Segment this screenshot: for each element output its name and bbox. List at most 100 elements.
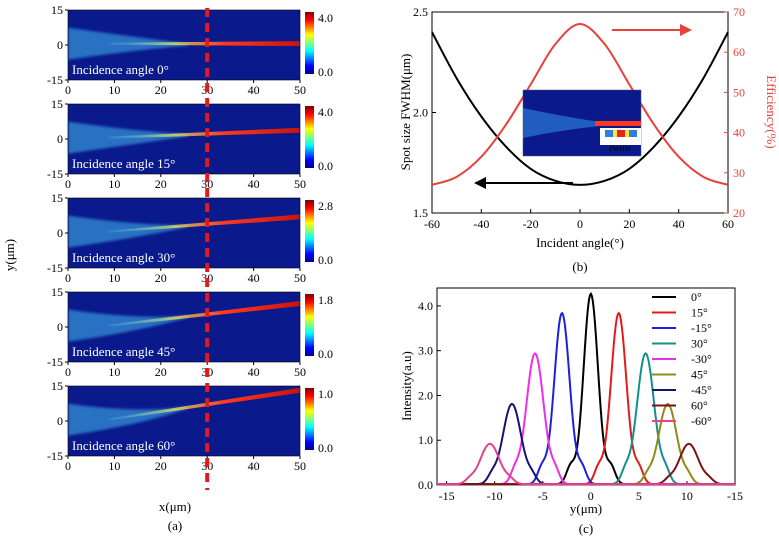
legend-label: 15° bbox=[691, 306, 708, 320]
x-tick-label: 20 bbox=[155, 83, 167, 97]
y-right-tick-label: 20 bbox=[733, 206, 745, 220]
panel-a-ylabel: y(μm) bbox=[2, 239, 17, 271]
panel-c-xlabel: y(μm) bbox=[570, 501, 602, 516]
colorbar-min: 0.0 bbox=[318, 65, 333, 79]
legend-label: -15° bbox=[691, 321, 712, 335]
legend-label: -30° bbox=[691, 352, 712, 366]
y-right-tick-label: 70 bbox=[733, 5, 745, 19]
arrow-left-axis bbox=[474, 177, 573, 189]
colorbar bbox=[305, 200, 314, 262]
y-tick-label: 15 bbox=[51, 97, 63, 111]
colorbar bbox=[305, 12, 314, 74]
x-tick-label: -15 bbox=[727, 489, 743, 503]
legend-label: 45° bbox=[691, 368, 708, 382]
y-tick-label: 3.0 bbox=[418, 344, 433, 358]
x-tick-label: -15 bbox=[439, 489, 455, 503]
subplot-label: Incidence angle 30° bbox=[72, 250, 175, 265]
legend-label: -45° bbox=[691, 383, 712, 397]
x-tick-label: 50 bbox=[294, 83, 306, 97]
x-tick-label: 0 bbox=[65, 83, 71, 97]
x-tick-label: 50 bbox=[294, 365, 306, 379]
field-beam bbox=[108, 301, 300, 327]
x-tick-label: 30 bbox=[201, 177, 213, 191]
y-tick-label: -15 bbox=[47, 449, 63, 463]
x-tick-label: -10 bbox=[487, 489, 503, 503]
intensity-curve bbox=[437, 442, 735, 486]
x-tick-label: 10 bbox=[108, 365, 120, 379]
x-tick-label: -20 bbox=[523, 217, 539, 231]
legend-label: -60° bbox=[691, 414, 712, 428]
fwhm-curve bbox=[431, 31, 729, 186]
panel-a-caption: (a) bbox=[168, 518, 182, 533]
x-tick-label: 40 bbox=[248, 365, 260, 379]
y-tick-label: 0 bbox=[57, 38, 63, 52]
subplot-label: Incidence angle 60° bbox=[72, 438, 175, 453]
legend-label: 30° bbox=[691, 337, 708, 351]
colorbar bbox=[305, 106, 314, 168]
y-tick-label: 0 bbox=[57, 414, 63, 428]
x-tick-label: 0 bbox=[65, 459, 71, 473]
subplot-label: Incidence angle 0° bbox=[72, 62, 169, 77]
field-beam bbox=[108, 214, 300, 233]
x-tick-label: 5 bbox=[636, 489, 642, 503]
x-tick-label: 50 bbox=[294, 177, 306, 191]
x-tick-label: 40 bbox=[248, 83, 260, 97]
y-tick-label: 0.0 bbox=[418, 478, 433, 492]
x-tick-label: -40 bbox=[473, 217, 489, 231]
x-tick-label: 0 bbox=[65, 177, 71, 191]
x-tick-label: 10 bbox=[681, 489, 693, 503]
x-tick-label: 0 bbox=[65, 365, 71, 379]
y-tick-label: 2.0 bbox=[413, 106, 428, 120]
colorbar-max: 4.0 bbox=[318, 105, 333, 119]
panel-b-caption: (b) bbox=[572, 259, 587, 274]
x-tick-label: 10 bbox=[108, 459, 120, 473]
panel-b-inset: FWHM bbox=[522, 89, 642, 157]
field-beam bbox=[108, 41, 300, 47]
field-input-fan bbox=[68, 309, 188, 342]
field-beam bbox=[108, 127, 300, 139]
colorbar-max: 1.0 bbox=[318, 387, 333, 401]
x-tick-label: 20 bbox=[155, 271, 167, 285]
intensity-curve bbox=[437, 442, 735, 486]
inset-fwhm-label: FWHM bbox=[609, 145, 632, 153]
panel-c: -15 -10 -5 0 5 10 -15 0.0 1.0 2.0 3.0 4.0 0° 15°-15°… bbox=[399, 287, 743, 536]
x-tick-label: 20 bbox=[155, 177, 167, 191]
colorbar-min: 0.0 bbox=[318, 253, 333, 267]
panel-a-xlabel: x(μm) bbox=[159, 499, 191, 514]
subplot-label: Incidence angle 15° bbox=[72, 156, 175, 171]
panel-b: -60 -40 -20 0 20 40 60 1.5 2.0 2.5 20 30 40 50 60 70 FW… bbox=[398, 5, 779, 274]
y-tick-label: 0 bbox=[57, 320, 63, 334]
y-tick-label: 0 bbox=[57, 226, 63, 240]
x-tick-label: 50 bbox=[294, 459, 306, 473]
y-right-tick-label: 50 bbox=[733, 85, 745, 99]
y-tick-label: 15 bbox=[51, 285, 63, 299]
colorbar-max: 4.0 bbox=[318, 11, 333, 25]
y-tick-label: -15 bbox=[47, 261, 63, 275]
y-tick-label: 15 bbox=[51, 379, 63, 393]
x-tick-label: 10 bbox=[108, 83, 120, 97]
y-tick-label: 1.5 bbox=[413, 206, 428, 220]
panel-c-ylabel: Intensity(a.u) bbox=[399, 351, 414, 421]
x-tick-label: 20 bbox=[623, 217, 635, 231]
x-tick-label: 0 bbox=[588, 489, 594, 503]
colorbar-min: 0.0 bbox=[318, 441, 333, 455]
x-tick-label: 40 bbox=[248, 459, 260, 473]
arrow-right-axis bbox=[612, 24, 692, 36]
colorbar bbox=[305, 388, 314, 450]
colorbar-max: 2.8 bbox=[318, 199, 333, 213]
colorbar-min: 0.0 bbox=[318, 159, 333, 173]
y-tick-label: 15 bbox=[51, 3, 63, 17]
y-tick-label: 2.0 bbox=[418, 388, 433, 402]
y-tick-label: -15 bbox=[47, 167, 63, 181]
field-input-fan bbox=[68, 215, 188, 248]
panel-b-ylabel: Spot size FWHM(μm) bbox=[398, 54, 413, 171]
colorbar bbox=[305, 294, 314, 356]
legend-label: 0° bbox=[691, 290, 702, 304]
x-tick-label: 40 bbox=[248, 177, 260, 191]
x-tick-label: 0 bbox=[577, 217, 583, 231]
